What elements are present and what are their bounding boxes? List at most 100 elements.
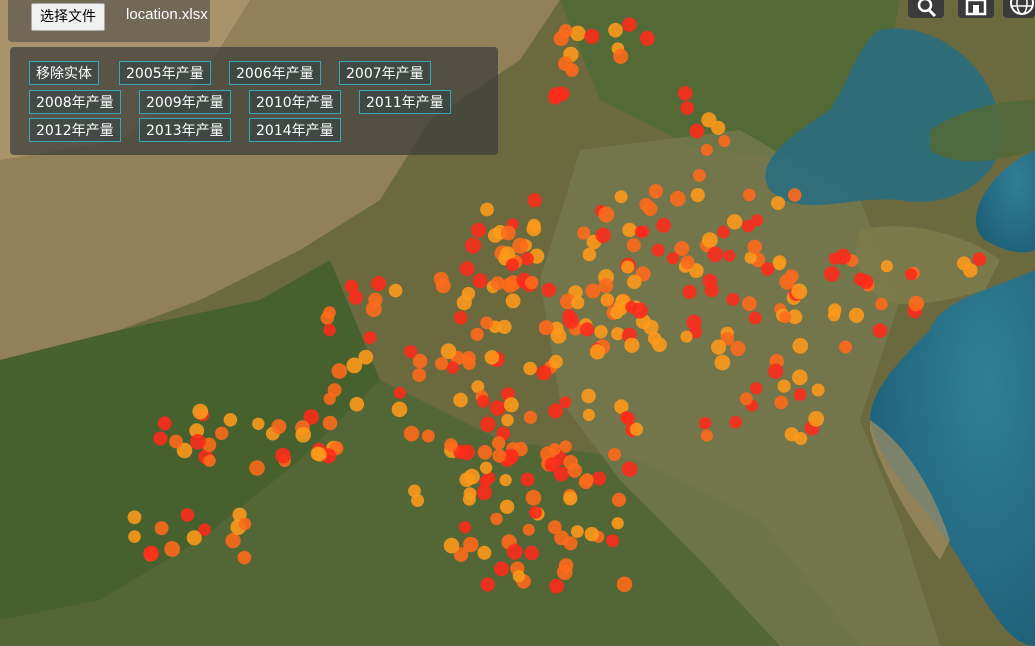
production-point[interactable] — [323, 323, 336, 337]
production-point[interactable] — [784, 427, 799, 442]
production-point[interactable] — [751, 214, 764, 227]
production-point[interactable] — [365, 301, 382, 317]
production-point[interactable] — [614, 190, 628, 204]
production-point[interactable] — [677, 86, 693, 101]
production-point[interactable] — [527, 193, 542, 208]
production-point[interactable] — [651, 243, 665, 257]
production-point[interactable] — [203, 454, 216, 467]
production-point[interactable] — [600, 293, 614, 307]
production-point[interactable] — [523, 361, 537, 376]
production-point[interactable] — [742, 296, 757, 312]
production-point[interactable] — [595, 227, 611, 244]
production-point[interactable] — [839, 340, 853, 354]
production-point[interactable] — [491, 436, 506, 450]
production-point[interactable] — [462, 492, 476, 506]
production-point[interactable] — [670, 190, 686, 207]
production-point[interactable] — [154, 521, 169, 536]
production-point[interactable] — [627, 274, 642, 290]
production-point[interactable] — [793, 388, 807, 401]
production-point[interactable] — [562, 312, 579, 329]
production-point[interactable] — [477, 545, 492, 560]
production-point[interactable] — [824, 266, 840, 282]
production-point[interactable] — [472, 273, 488, 289]
production-point[interactable] — [479, 461, 493, 474]
production-point[interactable] — [490, 512, 503, 525]
production-point[interactable] — [180, 508, 195, 522]
production-point[interactable] — [624, 337, 640, 353]
production-point[interactable] — [570, 525, 584, 538]
production-point[interactable] — [621, 412, 636, 426]
production-point[interactable] — [391, 401, 408, 418]
production-point[interactable] — [589, 344, 606, 360]
production-point[interactable] — [750, 382, 763, 395]
production-point[interactable] — [522, 523, 535, 536]
production-point[interactable] — [565, 63, 579, 77]
production-point[interactable] — [689, 123, 705, 139]
production-point[interactable] — [295, 427, 312, 443]
production-point[interactable] — [692, 169, 706, 182]
production-point[interactable] — [225, 533, 241, 549]
production-point[interactable] — [503, 448, 519, 465]
home-tool-button[interactable] — [958, 0, 994, 18]
production-point[interactable] — [608, 22, 623, 38]
production-point[interactable] — [549, 578, 564, 594]
production-point[interactable] — [768, 363, 784, 379]
production-point[interactable] — [371, 276, 387, 292]
production-point[interactable] — [616, 576, 633, 593]
production-point[interactable] — [578, 474, 594, 490]
production-point[interactable] — [622, 17, 637, 32]
production-point[interactable] — [453, 547, 469, 562]
production-point[interactable] — [164, 541, 181, 557]
production-point[interactable] — [421, 429, 435, 443]
year-2006-button[interactable]: 2006年产量 — [229, 61, 321, 85]
production-point[interactable] — [348, 290, 364, 305]
production-point[interactable] — [310, 446, 325, 461]
production-point[interactable] — [700, 429, 714, 442]
production-point[interactable] — [726, 292, 740, 306]
production-point[interactable] — [563, 536, 578, 551]
production-point[interactable] — [582, 408, 596, 421]
production-point[interactable] — [538, 320, 554, 336]
production-point[interactable] — [791, 283, 808, 300]
production-point[interactable] — [700, 143, 713, 156]
production-point[interactable] — [792, 338, 809, 354]
production-point[interactable] — [742, 219, 755, 233]
production-point[interactable] — [611, 327, 625, 341]
production-point[interactable] — [727, 214, 743, 230]
production-point[interactable] — [714, 354, 731, 371]
production-point[interactable] — [480, 416, 496, 432]
production-point[interactable] — [500, 225, 516, 241]
production-point[interactable] — [186, 530, 202, 546]
production-point[interactable] — [631, 302, 648, 319]
production-point[interactable] — [622, 222, 637, 238]
production-point[interactable] — [408, 484, 421, 498]
production-point[interactable] — [544, 457, 560, 472]
production-point[interactable] — [275, 447, 291, 464]
production-point[interactable] — [127, 510, 142, 525]
production-point[interactable] — [541, 282, 557, 298]
production-point[interactable] — [613, 48, 629, 64]
production-point[interactable] — [476, 485, 492, 501]
production-point[interactable] — [744, 251, 757, 264]
production-point[interactable] — [559, 440, 572, 453]
production-point[interactable] — [523, 410, 538, 424]
year-2008-button[interactable]: 2008年产量 — [29, 90, 121, 114]
production-point[interactable] — [363, 331, 377, 345]
production-point[interactable] — [499, 474, 512, 487]
production-point[interactable] — [492, 448, 507, 463]
production-point[interactable] — [456, 295, 472, 311]
production-point[interactable] — [872, 323, 888, 338]
year-2014-button[interactable]: 2014年产量 — [249, 118, 341, 142]
production-point[interactable] — [848, 307, 865, 323]
production-point[interactable] — [271, 419, 287, 435]
production-point[interactable] — [484, 350, 500, 365]
production-point[interactable] — [490, 276, 505, 291]
production-point[interactable] — [223, 413, 238, 427]
production-point[interactable] — [548, 403, 564, 419]
production-point[interactable] — [494, 561, 509, 577]
production-point[interactable] — [880, 260, 894, 273]
production-point[interactable] — [581, 388, 596, 404]
production-point[interactable] — [585, 283, 601, 299]
production-point[interactable] — [444, 438, 458, 452]
production-point[interactable] — [614, 399, 629, 414]
